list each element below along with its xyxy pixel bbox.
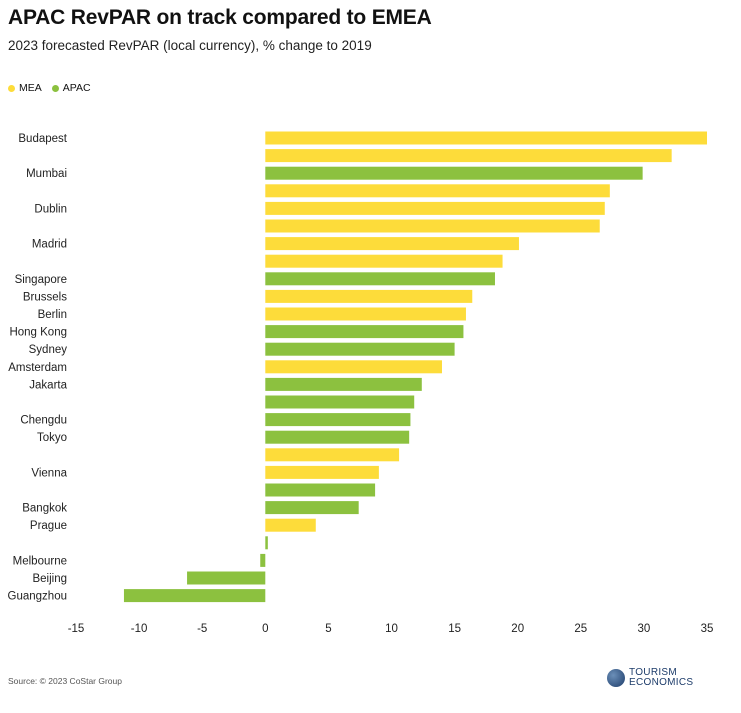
bar-13 (265, 360, 442, 374)
bar-22 (265, 518, 316, 532)
bar-15 (265, 395, 415, 409)
legend-label-mea: MEA (19, 82, 42, 94)
bar-26 (123, 589, 266, 603)
bar-19 (265, 465, 379, 479)
category-label: Guangzhou (8, 591, 67, 603)
bar-14 (265, 377, 422, 391)
category-label: Dublin (34, 203, 67, 215)
legend-label-apac: APAC (62, 82, 91, 94)
bar-20 (265, 483, 376, 497)
bar-12 (265, 342, 455, 356)
bar-11 (265, 325, 464, 339)
x-tick-label: 35 (701, 623, 714, 635)
bar-4 (265, 201, 605, 215)
legend-item-mea: MEA (8, 82, 42, 94)
bar-18 (265, 448, 400, 462)
chart-subtitle: 2023 forecasted RevPAR (local currency),… (8, 38, 372, 53)
x-tick-label: 10 (385, 623, 398, 635)
tourism-economics-logo: TOURISM ECONOMICS (607, 668, 693, 688)
logo-line2: ECONOMICS (629, 677, 694, 688)
bar-25 (187, 571, 266, 585)
x-tick-label: -15 (68, 623, 85, 635)
x-tick-label: 20 (511, 623, 524, 635)
x-tick-label: -10 (131, 623, 148, 635)
bar-3 (265, 184, 610, 198)
category-label: Melbourne (13, 555, 67, 567)
category-label: Amsterdam (8, 362, 67, 374)
category-label: Budapest (18, 133, 67, 145)
bar-17 (265, 430, 410, 444)
bar-16 (265, 413, 411, 427)
globe-icon (607, 669, 625, 687)
category-label: Vienna (31, 467, 67, 479)
x-tick-label: 15 (448, 623, 461, 635)
logo-text: TOURISM ECONOMICS (629, 668, 693, 688)
bar-0 (265, 131, 707, 145)
bar-5 (265, 219, 600, 233)
category-label: Sydney (29, 344, 68, 356)
bar-24 (260, 553, 266, 567)
source-note: Source: © 2023 CoStar Group (8, 676, 122, 686)
bar-9 (265, 289, 473, 303)
category-label: Hong Kong (9, 327, 67, 339)
bar-7 (265, 254, 503, 268)
bar-23 (265, 536, 268, 550)
category-label: Chengdu (20, 415, 67, 427)
x-tick-label: 0 (262, 623, 268, 635)
legend-item-apac: APAC (51, 82, 91, 94)
bar-1 (265, 149, 672, 163)
bar-2 (265, 166, 643, 180)
category-label: Berlin (38, 309, 67, 321)
x-tick-label: 25 (574, 623, 587, 635)
legend-swatch-mea (8, 84, 15, 92)
category-label: Singapore (15, 274, 67, 286)
x-tick-label: 30 (638, 623, 651, 635)
bar-10 (265, 307, 466, 321)
legend-swatch-apac (51, 84, 59, 92)
bar-6 (265, 237, 519, 251)
legend: MEA APAC (8, 82, 91, 94)
chart-title: APAC RevPAR on track compared to EMEA (8, 6, 432, 29)
category-label: Madrid (32, 239, 67, 251)
bar-8 (265, 272, 495, 286)
category-label: Prague (30, 520, 67, 532)
category-label: Tokyo (37, 432, 67, 444)
category-label: Mumbai (26, 168, 67, 180)
category-label: Beijing (32, 573, 67, 585)
logo-line1: TOURISM (629, 667, 678, 678)
bar-21 (265, 501, 359, 515)
category-label: Brussels (23, 291, 67, 303)
category-label: Jakarta (29, 379, 67, 391)
x-tick-label: 5 (325, 623, 331, 635)
category-label: Bangkok (22, 503, 67, 515)
x-tick-label: -5 (197, 623, 207, 635)
